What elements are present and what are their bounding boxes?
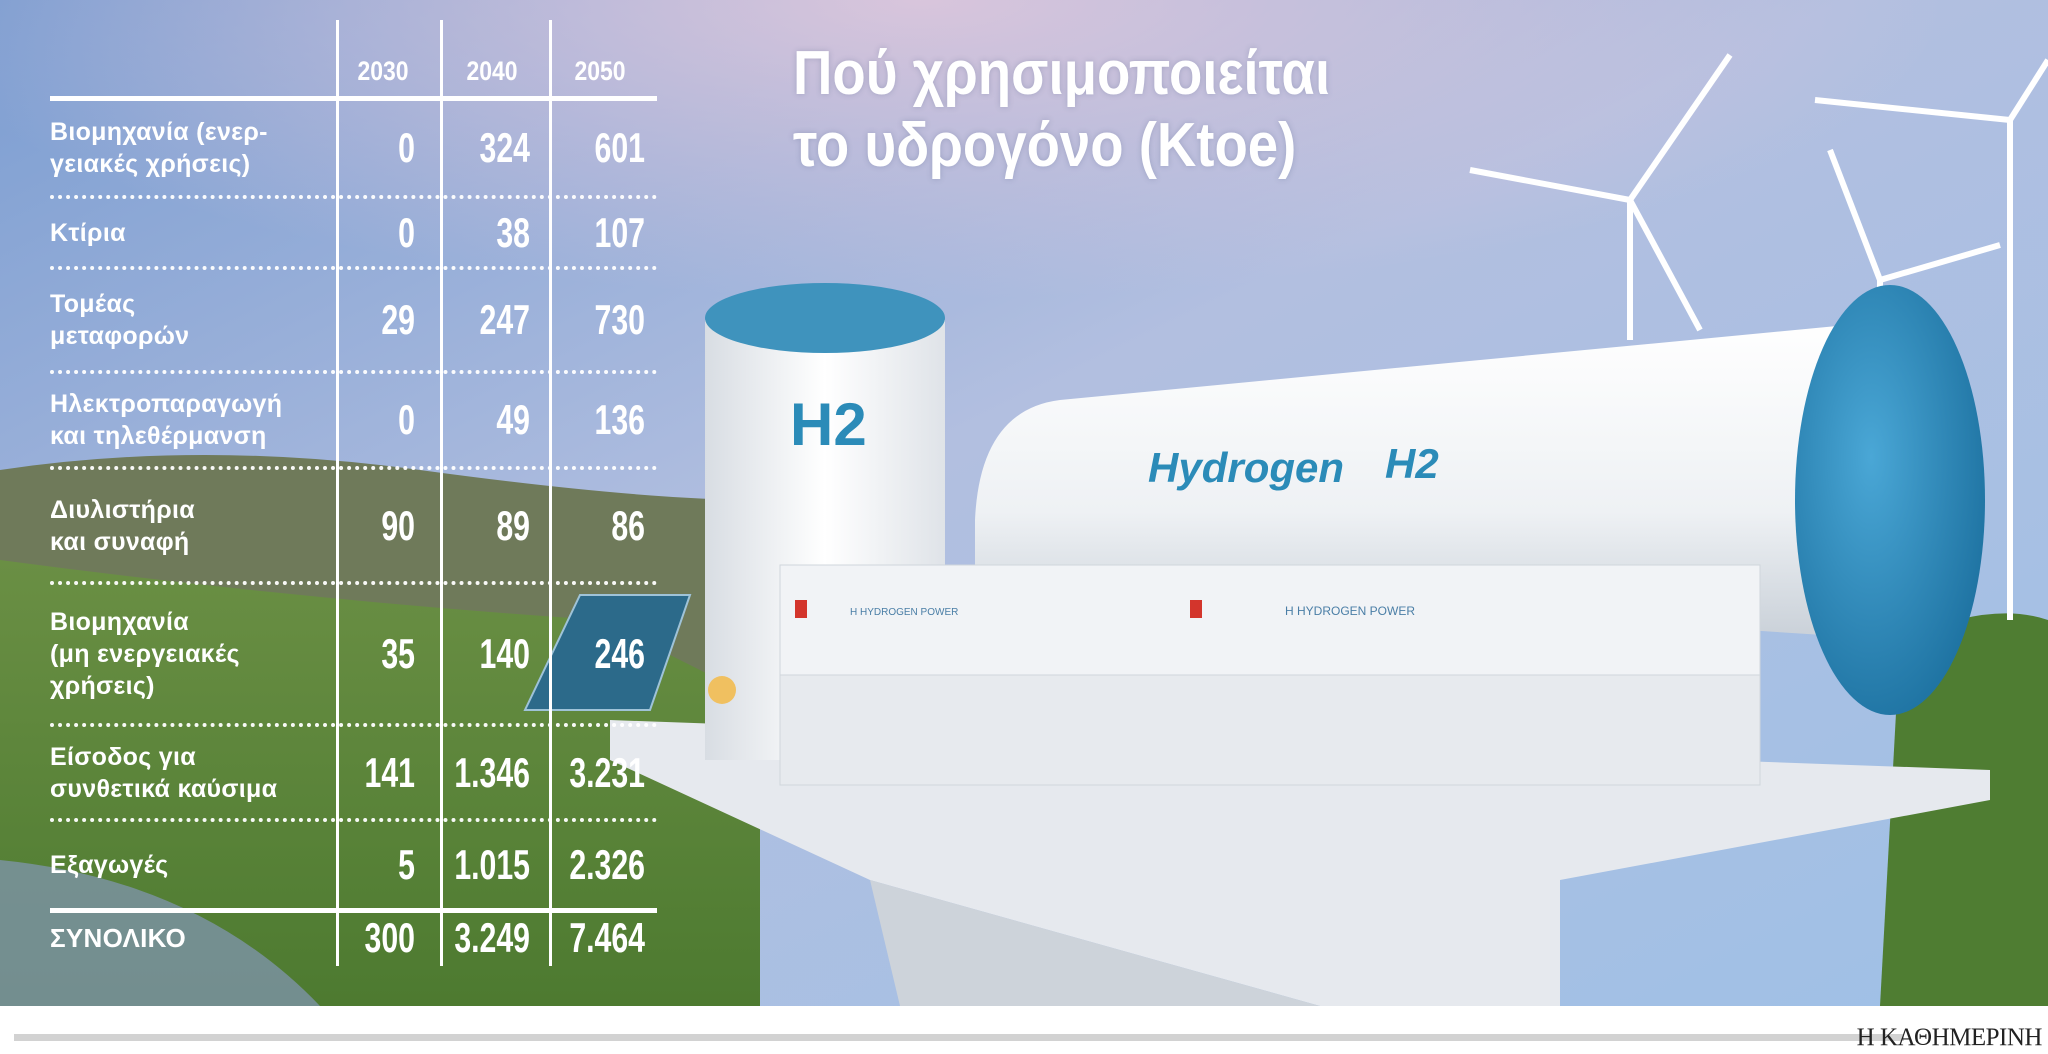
row-label: Ηλεκτροπαραγωγή και τηλεθέρμανση <box>50 390 283 450</box>
table-row: Βιομηχανία (μη ενεργειακές χρήσεις) 35 140… <box>50 583 657 725</box>
column-divider <box>440 20 443 966</box>
tank-lettering-hydrogen: Hydrogen <box>1148 444 1344 491</box>
cell-value-2040: 38 <box>496 208 530 256</box>
row-separator <box>50 466 657 470</box>
row-label: Βιομηχανία (ενερ- γειακές χρήσεις) <box>50 117 268 178</box>
row-label: ΣΥΝΟΛΙΚΟ <box>50 923 187 953</box>
row-separator <box>50 723 657 727</box>
tank-lettering-h2-large: H2 <box>1385 440 1439 487</box>
cell-value-2030: 35 <box>381 630 415 677</box>
cell-value-2050: 730 <box>594 296 645 343</box>
panel-lettering-2: H HYDROGEN POWER <box>1285 604 1415 618</box>
cell-value-2040: 324 <box>479 123 530 171</box>
row-separator <box>50 266 657 270</box>
cell-value-2040: 1.346 <box>454 748 530 796</box>
cell-value-2040: 140 <box>479 630 530 677</box>
table-row: Βιομηχανία (ενερ- γειακές χρήσεις) 0 324 60… <box>50 98 657 197</box>
panel-lettering-1: H HYDROGEN POWER <box>850 607 958 618</box>
cell-value-2030: 0 <box>398 123 415 171</box>
cell-value-2050: 86 <box>611 501 645 549</box>
total-row: ΣΥΝΟΛΙΚΟ 300 3.249 7.464 <box>50 910 657 966</box>
column-header-2040: 2040 <box>466 56 518 86</box>
row-label: Κτίρια <box>50 218 126 247</box>
cell-value-2050: 7.464 <box>569 914 645 961</box>
cell-value-2050: 136 <box>594 396 645 443</box>
cell-value-2030: 90 <box>381 501 415 549</box>
row-label: Τομέας μεταφορών <box>50 290 190 350</box>
column-header-2030: 2030 <box>357 56 409 86</box>
cell-value-2050: 2.326 <box>569 841 645 888</box>
table-row: Εξαγωγές 5 1.015 2.326 <box>50 820 657 910</box>
row-label: Διυλιστήρια και συναφή <box>50 495 195 556</box>
cell-value-2040: 49 <box>496 396 530 443</box>
cell-value-2040: 3.249 <box>454 914 530 961</box>
row-separator <box>50 370 657 374</box>
tank-lettering-h2: H2 <box>790 391 867 458</box>
cell-value-2050: 107 <box>594 208 645 256</box>
row-separator <box>50 818 657 822</box>
row-label: Εξαγωγές <box>50 851 169 879</box>
table-row: Ηλεκτροπαραγωγή και τηλεθέρμανση 0 49 136 <box>50 372 657 468</box>
footer-rule <box>14 1034 1904 1041</box>
table-row: Κτίρια 0 38 107 <box>50 197 657 268</box>
infographic-title: Πού χρησιμοποιείται το υδρογόνο (Ktoe) <box>793 39 1331 180</box>
column-divider <box>336 20 339 966</box>
row-label: Είσοδος για συνθετικά καύσιμα <box>50 742 278 803</box>
cell-value-2040: 1.015 <box>454 841 530 888</box>
total-rule <box>50 908 657 913</box>
hydrogen-plant-photo: H2 Hydrogen H2 H HYDROGEN POWER H HYDROG… <box>0 0 2048 1006</box>
table-row: Είσοδος για συνθετικά καύσιμα 141 1.346 3.2… <box>50 725 657 820</box>
column-divider <box>549 20 552 966</box>
cell-value-2040: 89 <box>496 501 530 549</box>
cell-value-2030: 5 <box>398 841 415 888</box>
cell-value-2030: 300 <box>364 914 415 961</box>
table-row: Τομέας μεταφορών 29 247 730 <box>50 268 657 372</box>
header-rule <box>50 96 657 101</box>
cell-value-2040: 247 <box>479 296 530 343</box>
cell-value-2030: 29 <box>381 296 415 343</box>
table-row: Διυλιστήρια και συναφή 90 89 86 <box>50 468 657 583</box>
cell-value-2050: 601 <box>594 123 645 171</box>
column-header-2050: 2050 <box>574 56 626 86</box>
cell-value-2030: 141 <box>364 748 415 796</box>
publisher-logo: Η ΚΑΘΗΜΕΡΙΝΗ <box>1856 1024 2043 1051</box>
row-separator <box>50 195 657 199</box>
cell-value-2050: 3.231 <box>569 748 645 796</box>
cell-value-2030: 0 <box>398 396 415 443</box>
cell-value-2030: 0 <box>398 208 415 256</box>
row-separator <box>50 581 657 585</box>
row-label: Βιομηχανία (μη ενεργειακές χρήσεις) <box>50 608 240 700</box>
cell-value-2050: 246 <box>594 630 645 677</box>
